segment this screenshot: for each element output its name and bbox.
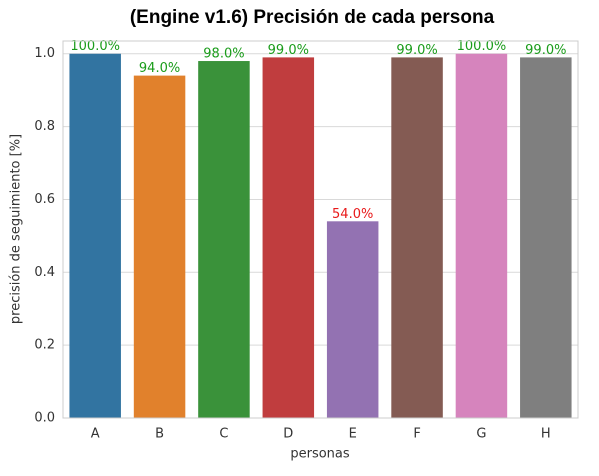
x-tick-label: F [413,427,420,442]
x-tick-label: H [541,427,551,442]
y-tick-label: 0.8 [34,119,55,134]
data-label: 99.0% [396,43,437,58]
y-tick-label: 1.0 [34,46,55,61]
bar [455,53,508,419]
data-label: 98.0% [203,47,244,62]
x-axis-label: personas [290,447,350,462]
bar [391,57,443,419]
y-tick-label: 0.0 [34,411,55,426]
y-tick-label: 0.4 [34,265,55,280]
bar [69,53,121,419]
bar [262,57,315,419]
x-tick-label: A [91,427,100,442]
data-label: 99.0% [525,43,566,58]
data-label: 54.0% [332,207,373,222]
y-axis-label: precisión de seguimiento [%] [9,134,24,324]
bar [520,57,572,419]
x-tick-label: G [476,427,486,442]
data-label: 99.0% [268,43,309,58]
y-tick-label: 0.2 [34,338,55,353]
bar [198,61,250,419]
x-tick-label: C [219,427,228,442]
plot-frame [62,40,579,419]
bar [133,75,186,418]
data-label: 100.0% [70,39,120,54]
chart-title: (Engine v1.6) Precisión de cada persona [130,7,495,28]
x-tick-label: E [349,427,357,442]
bar [326,221,379,418]
x-tick-label: D [283,427,293,442]
data-label: 94.0% [139,61,180,76]
y-tick-label: 0.6 [34,192,55,207]
x-tick-label: B [155,427,164,442]
data-label: 100.0% [457,39,507,54]
